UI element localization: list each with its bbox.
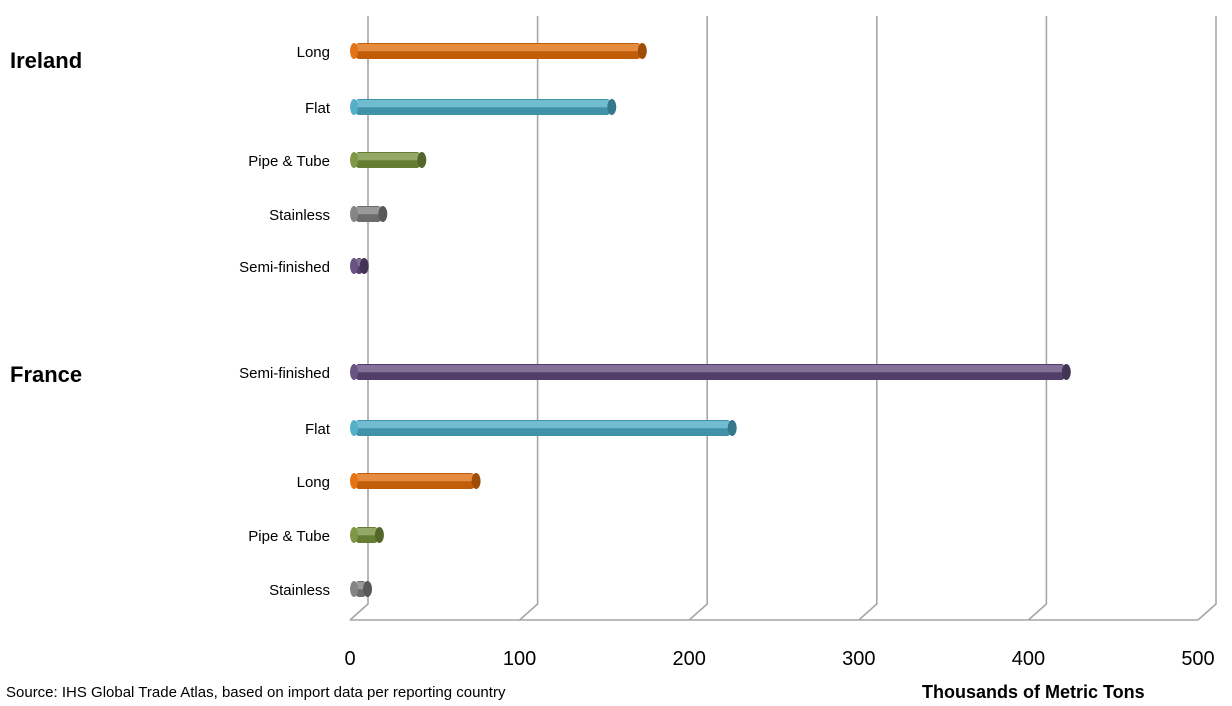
bar: [350, 420, 737, 436]
category-label: Stainless: [269, 207, 330, 224]
x-tick-label: 400: [1012, 648, 1045, 670]
category-label: Stainless: [269, 582, 330, 599]
gridline: [519, 16, 539, 621]
category-label: Flat: [305, 421, 331, 438]
x-tick-label: 200: [673, 648, 706, 670]
category-label: Flat: [305, 100, 331, 117]
category-label: Pipe & Tube: [248, 153, 330, 170]
category-label: Long: [297, 474, 330, 491]
category-label: Semi-finished: [239, 365, 330, 382]
bars: [350, 43, 1071, 597]
gridline: [688, 16, 709, 621]
group-label: France: [10, 362, 82, 387]
bar: [350, 43, 647, 59]
gridline: [1027, 16, 1048, 621]
group-label: Ireland: [10, 48, 82, 73]
bar: [350, 206, 388, 222]
bar: [350, 152, 427, 168]
category-label: Semi-finished: [239, 259, 330, 276]
x-tick-label: 500: [1181, 648, 1214, 670]
gridline: [858, 16, 878, 621]
x-tick-label: 0: [344, 648, 355, 670]
bar: [350, 258, 369, 274]
bar: [350, 581, 373, 597]
category-label: Pipe & Tube: [248, 528, 330, 545]
bar: [350, 364, 1071, 380]
x-tick-label: 100: [503, 648, 536, 670]
bar: [350, 99, 617, 115]
gridlines: [349, 16, 1217, 621]
x-tick-label: 300: [842, 648, 875, 670]
source-note: Source: IHS Global Trade Atlas, based on…: [6, 684, 506, 701]
group-labels: Ireland France: [10, 48, 82, 387]
bar: [350, 473, 481, 489]
category-labels: Long Flat Pipe & Tube Stainless Semi-finishe…: [239, 44, 331, 599]
x-tick-labels: 0 100 200 300 400 500: [344, 648, 1214, 670]
bar: [350, 527, 384, 543]
x-axis-title: Thousands of Metric Tons: [922, 682, 1145, 702]
gridline: [1197, 16, 1217, 621]
category-label: Long: [297, 44, 330, 61]
